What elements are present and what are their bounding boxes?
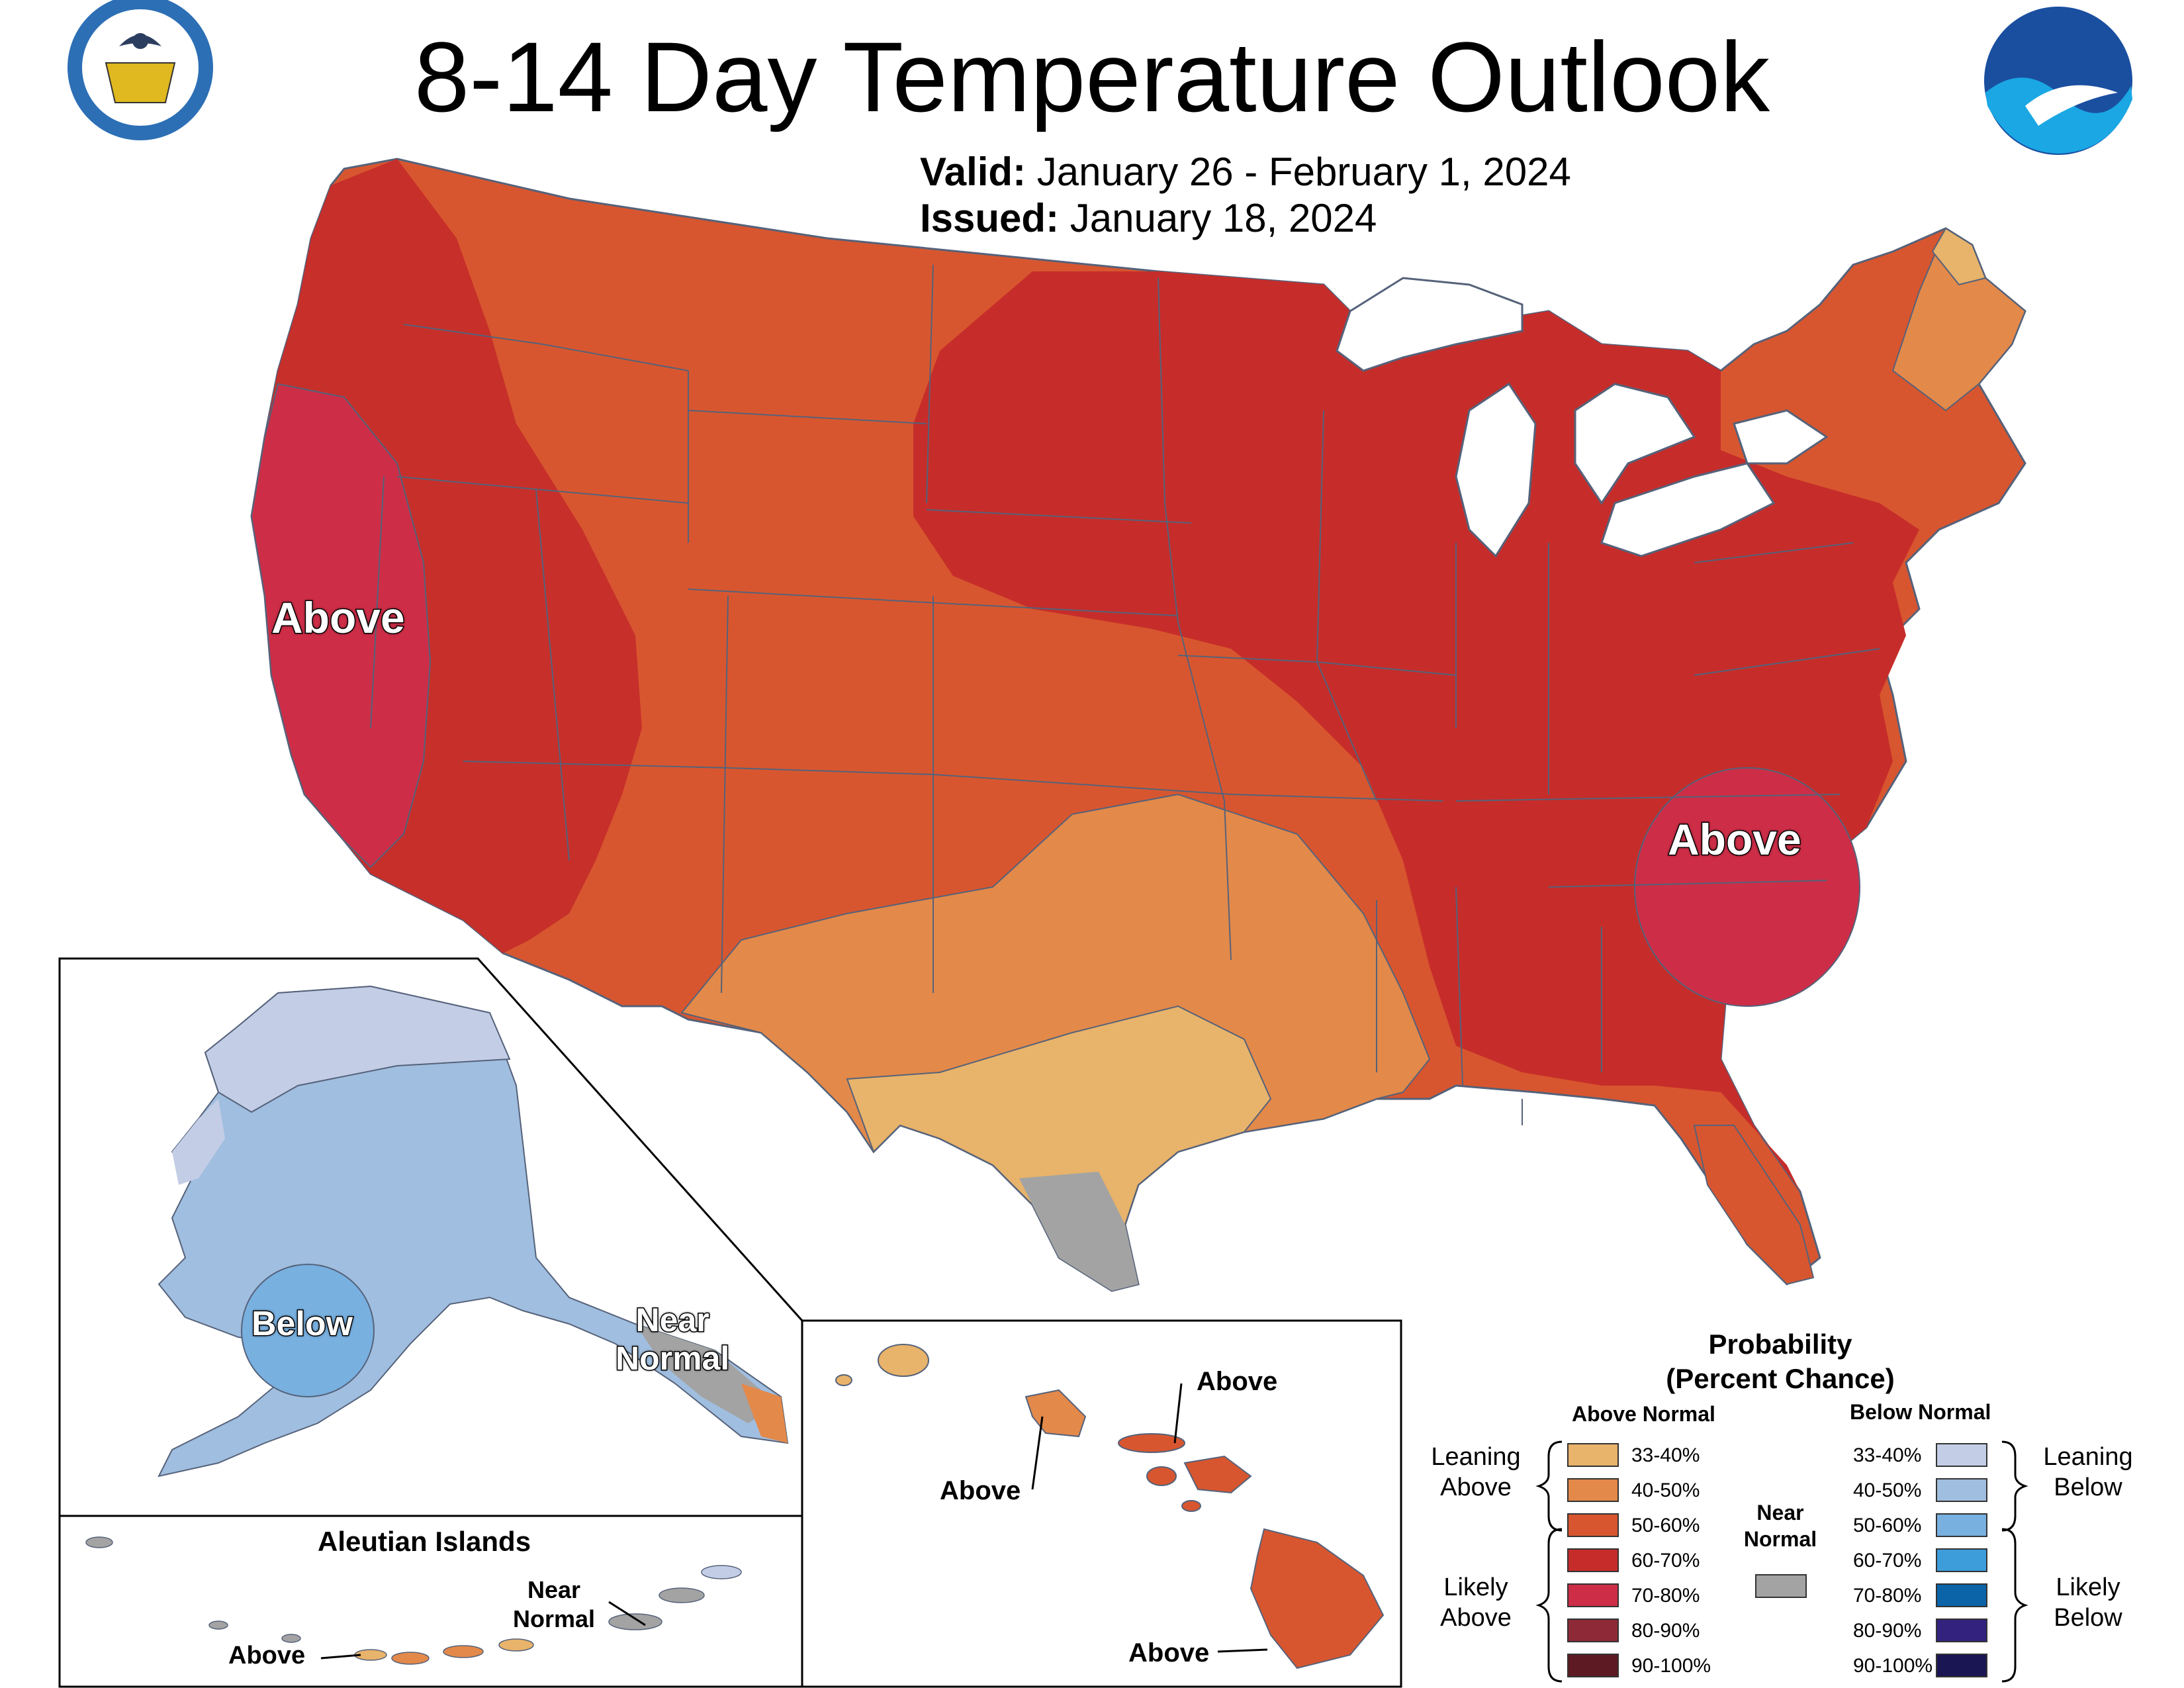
legend-above-label: 50-60% [1631, 1515, 1700, 1536]
hawaii-inset [320, 1319, 1402, 1688]
conus-map [250, 158, 2026, 1292]
alaska-panhandle-near [635, 1324, 781, 1423]
alaska-below-50-60 [241, 1264, 375, 1397]
commerce-seal [68, 0, 213, 140]
legend-leaning-above: Leaning Above [1431, 1443, 1521, 1501]
state-borders [370, 264, 1880, 1125]
zone-california-70-80 [250, 383, 432, 868]
legend-above-label: 70-80% [1631, 1585, 1700, 1607]
legend-near-normal-swatch [1755, 1574, 1807, 1598]
legend-below-label: 80-90% [1853, 1620, 1922, 1642]
great-lakes [1336, 277, 1829, 558]
legend-below-header: Below Normal [1850, 1400, 1991, 1424]
legend-above-label: 80-90% [1631, 1620, 1700, 1642]
alaska-panhandle-40-50 [741, 1383, 788, 1443]
legend-above-label: 33-40% [1631, 1444, 1700, 1466]
label-aleutian-above: Above [228, 1642, 306, 1669]
legend-below-label: 90-100% [1853, 1655, 1933, 1677]
legend-above-swatch [1567, 1654, 1619, 1677]
legend-leaning-below: Leaning Below [2043, 1443, 2133, 1501]
legend-below-swatch [1936, 1618, 1987, 1642]
label-hawaii-above-1: Above [1197, 1367, 1278, 1396]
issued-value: January 18, 2024 [1069, 196, 1377, 240]
island-maui [1183, 1455, 1252, 1494]
legend-below-swatch [1936, 1443, 1987, 1467]
legend-below-swatch [1936, 1583, 1987, 1607]
legend-near-normal-label: Near Normal [1743, 1501, 1817, 1551]
page-title: 8-14 Day Temperature Outlook [414, 21, 1770, 132]
legend-above-swatch [1567, 1478, 1619, 1502]
legend-below-swatch [1936, 1548, 1987, 1572]
alaska-inset [58, 957, 803, 1688]
legend-above-swatch [1567, 1583, 1619, 1607]
legend-below-label: 40-50% [1853, 1479, 1922, 1501]
issued-label: Issued: [920, 196, 1060, 240]
legend-title-line2: (Percent Chance) [1666, 1363, 1895, 1394]
zone-southeast-70-80 [1634, 767, 1860, 1007]
island-hawaii [1250, 1528, 1385, 1669]
issued-line: Issued: January 18, 2024 [920, 195, 1377, 241]
legend-braces [1535, 1440, 2028, 1683]
noaa-logo-icon [1984, 7, 2132, 155]
legend-likely-below: Likely Below [2054, 1573, 2122, 1632]
zone-maine-40-50 [1891, 227, 2026, 412]
legend-below-label: 70-80% [1853, 1585, 1922, 1607]
valid-value: January 26 - February 1, 2024 [1036, 150, 1571, 194]
label-hawaii-above-3: Above [1128, 1638, 1210, 1667]
legend-above-swatch [1567, 1443, 1619, 1467]
legend-above-label: 90-100% [1631, 1655, 1711, 1677]
legend-above-label: 40-50% [1631, 1479, 1700, 1501]
zone-maine-33-40 [1931, 227, 1987, 286]
valid-line: Valid: January 26 - February 1, 2024 [920, 149, 1571, 195]
label-aleutian-near: Near Normal [513, 1576, 596, 1632]
legend-above-label: 60-70% [1631, 1550, 1700, 1571]
legend-below-label: 50-60% [1853, 1515, 1922, 1536]
legend-below-swatch [1936, 1654, 1987, 1677]
island-kahoolawe [1181, 1500, 1201, 1512]
legend-title-line1: Probability [1708, 1329, 1852, 1360]
legend-above-header: Above Normal [1572, 1402, 1715, 1426]
hawaii-pointer-lines [320, 1383, 1268, 1660]
legend-below-label: 60-70% [1853, 1550, 1922, 1571]
legend-likely-above: Likely Above [1440, 1573, 1512, 1632]
legend-above-swatch [1567, 1548, 1619, 1572]
alaska-west-33-40 [172, 1099, 225, 1185]
legend-above-swatch [1567, 1513, 1619, 1537]
legend-title: Probability (Percent Chance) [1648, 1327, 1913, 1396]
island-kauai [878, 1344, 929, 1377]
legend-below-swatch [1936, 1513, 1987, 1537]
island-niihau [835, 1374, 852, 1386]
legend-above-swatch [1567, 1618, 1619, 1642]
island-molokai [1118, 1433, 1185, 1453]
label-southeast-above: Above [1667, 814, 1803, 865]
label-alaska-near-normal: Near Normal [614, 1301, 730, 1378]
zone-texas-near-normal [1019, 1172, 1138, 1291]
label-alaska-below: Below [250, 1304, 353, 1344]
label-west-above: Above [271, 592, 406, 643]
alaska-north-33-40 [204, 985, 511, 1113]
legend-below-swatch [1936, 1478, 1987, 1502]
legend-below-label: 33-40% [1853, 1444, 1922, 1466]
label-hawaii-above-2: Above [940, 1476, 1021, 1505]
zone-florida-50-60 [1693, 1125, 1815, 1286]
aleutian-title: Aleutian Islands [318, 1526, 531, 1557]
aleutian-islands [85, 1536, 742, 1665]
valid-label: Valid: [920, 150, 1026, 194]
island-lanai [1146, 1466, 1177, 1486]
